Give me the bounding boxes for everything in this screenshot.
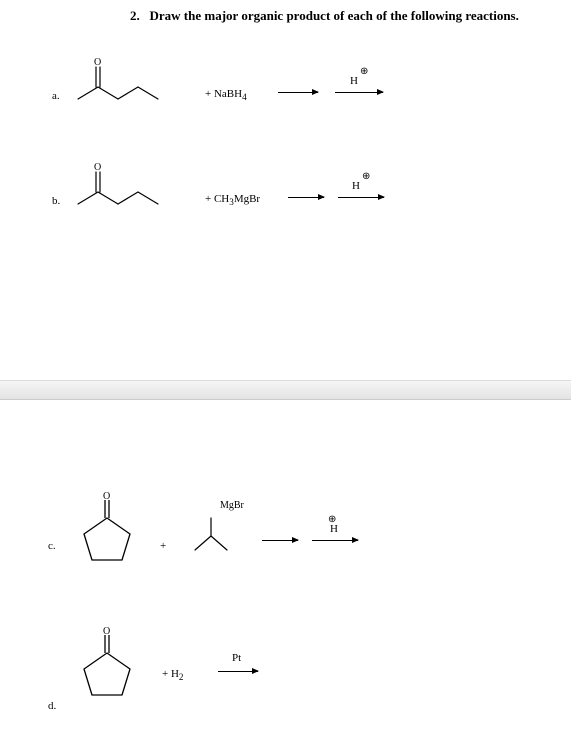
arrow-d	[218, 671, 258, 672]
svg-text:O: O	[94, 162, 101, 173]
reagent-d: + H2	[162, 668, 183, 682]
isopropyl-mgbr	[185, 508, 245, 558]
cyclopentanone-c: O	[72, 490, 142, 570]
mgbr-label: MgBr	[220, 500, 244, 511]
plus-c: +	[160, 540, 166, 552]
section-divider	[0, 380, 571, 400]
question-header: 2. Draw the major organic product of eac…	[130, 8, 519, 24]
ketone-structure-b: O	[70, 160, 190, 220]
part-c-label: c.	[48, 540, 56, 552]
reagent-b: + CH3MgBr	[205, 193, 260, 207]
part-d-label: d.	[48, 700, 56, 712]
hplus-c: H ⊕	[330, 523, 338, 535]
hplus-a: H ⊕	[350, 75, 358, 87]
catalyst-d: Pt	[232, 652, 241, 664]
arrow-c-2	[312, 540, 358, 541]
arrow-a-1	[278, 92, 318, 93]
part-a-label: a.	[52, 90, 60, 102]
arrow-a-2	[335, 92, 383, 93]
arrow-b-2	[338, 197, 384, 198]
question-text: Draw the major organic product of each o…	[150, 8, 519, 23]
arrow-b-1	[288, 197, 324, 198]
reagent-a: + NaBH4	[205, 88, 247, 102]
arrow-c-1	[262, 540, 298, 541]
svg-text:O: O	[94, 57, 101, 68]
part-b-label: b.	[52, 195, 60, 207]
svg-text:O: O	[103, 626, 110, 637]
ketone-structure-a: O	[70, 55, 190, 115]
question-number: 2.	[130, 8, 140, 23]
cyclopentanone-d: O	[72, 625, 142, 705]
hplus-b: H ⊕	[352, 180, 360, 192]
svg-text:O: O	[103, 491, 110, 502]
